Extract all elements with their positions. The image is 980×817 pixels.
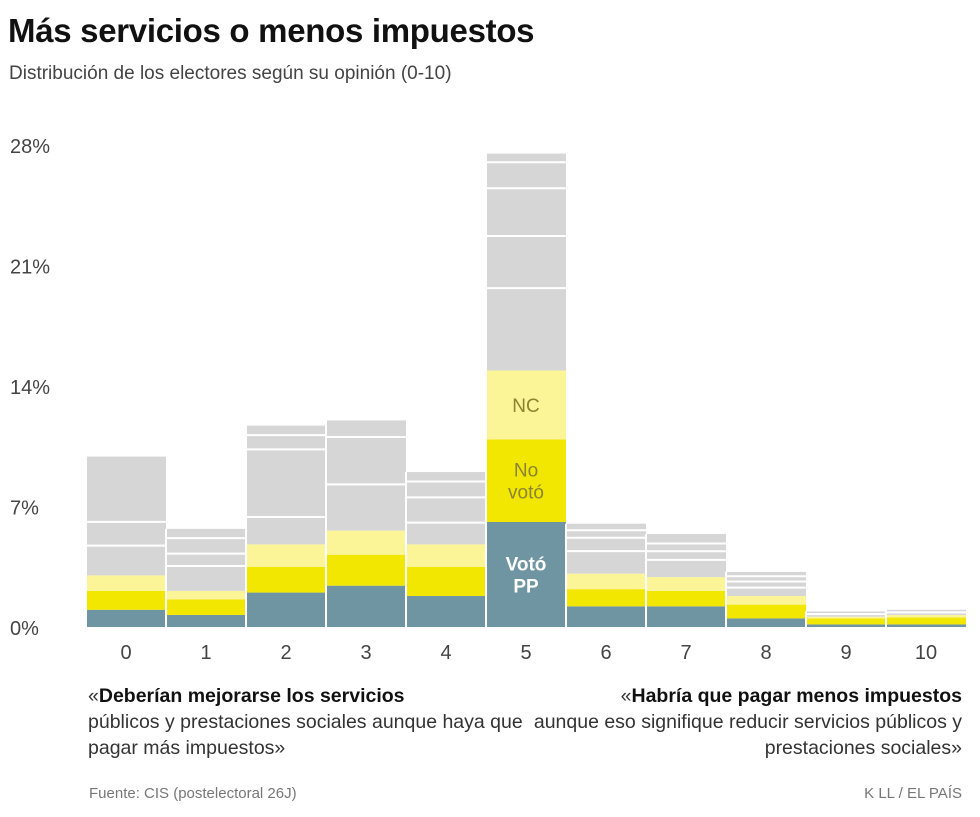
- credit-note: K LL / EL PAÍS: [864, 785, 962, 802]
- bar-segment-nc: [566, 573, 646, 590]
- segment-label-line: Votó: [506, 554, 547, 575]
- x-tick-label: 9: [840, 642, 851, 664]
- bar-segment-other: [86, 456, 166, 576]
- segment-label-line: NC: [512, 396, 539, 417]
- bar-segment-pp: [806, 624, 886, 627]
- x-tick-label: 5: [520, 642, 531, 664]
- bar-segment-novoto: [886, 617, 966, 625]
- source-note: Fuente: CIS (postelectoral 26J): [89, 785, 297, 802]
- y-tick-label: 14%: [10, 377, 50, 399]
- bar-segment-nc: [486, 370, 566, 440]
- bar-segment-novoto: [326, 554, 406, 586]
- bar-segment-novoto: [166, 599, 246, 615]
- segment-label-pp: Votó PP: [506, 554, 547, 597]
- segment-label-novoto: No votó: [508, 461, 544, 504]
- bar-segment-pp: [646, 606, 726, 627]
- bar-segment-novoto: [566, 589, 646, 607]
- bar-segment-other: [246, 425, 326, 545]
- bar-segment-pp: [566, 606, 646, 627]
- bar-segment-other: [326, 420, 406, 531]
- bar-segment-nc: [646, 577, 726, 591]
- note-left-rest: públicos y prestaciones sociales aunque …: [88, 711, 523, 759]
- chart-subtitle: Distribución de los electores según su o…: [9, 63, 452, 84]
- bar-segment-nc: [406, 544, 486, 567]
- note-right-bold: Habría que pagar menos impuestos: [631, 685, 962, 707]
- note-left: «Deberían mejorarse los servicios públic…: [88, 683, 528, 761]
- x-tick-label: 1: [200, 642, 211, 664]
- note-left-bold: Deberían mejorarse los servicios: [98, 685, 405, 707]
- bar-segment-pp: [726, 618, 806, 627]
- bar-segment-novoto: [726, 604, 806, 619]
- note-right-rest: aunque eso signifique reducir servicios …: [533, 711, 962, 759]
- bar-segment-nc: [246, 544, 326, 567]
- bar-segment-nc: [886, 614, 966, 618]
- bar-segment-other: [566, 523, 646, 574]
- bar-segment-pp: [886, 624, 966, 627]
- bar-segment-novoto: [86, 590, 166, 610]
- x-tick-label: 8: [760, 642, 771, 664]
- bar-segment-pp: [86, 609, 166, 627]
- segment-label-nc: NC: [512, 396, 539, 417]
- x-tick-label: 4: [440, 642, 451, 664]
- bar-segment-novoto: [486, 439, 566, 522]
- bar-segment-other: [406, 472, 486, 545]
- segment-label-line: votó: [508, 483, 544, 504]
- stacked-bar-chart: 0% 7% 14% 21% 28% 0 1 2 3 4 5 6 7 8 9 10 Votó PP No votó NC: [10, 136, 966, 664]
- chart-title: Más servicios o menos impuestos: [8, 12, 535, 49]
- x-tick-label: 3: [360, 642, 371, 664]
- bar-segment-pp: [326, 585, 406, 627]
- segment-label-line: PP: [513, 576, 539, 597]
- bar-segment-pp: [166, 614, 246, 627]
- bar-segment-other: [166, 528, 246, 591]
- y-tick-label: 7%: [10, 498, 39, 520]
- y-tick-label: 21%: [10, 257, 50, 279]
- bar-segment-pp: [246, 592, 326, 627]
- x-tick-label: 6: [600, 642, 611, 664]
- bar-segment-nc: [726, 596, 806, 605]
- bar-segment-pp: [486, 521, 566, 627]
- bar-segment-novoto: [246, 566, 326, 593]
- x-tick-label: 0: [120, 642, 131, 664]
- x-tick-label: 7: [680, 642, 691, 664]
- note-left-quote: «: [88, 685, 99, 707]
- bar-segment-novoto: [406, 566, 486, 597]
- bar-segment-nc: [166, 590, 246, 600]
- bar-segment-nc: [326, 530, 406, 555]
- note-right: «Habría que pagar menos impuestos aunque…: [522, 683, 962, 761]
- bar-segment-novoto: [646, 590, 726, 607]
- bar-segment-other: [486, 153, 566, 371]
- bar-segment-novoto: [806, 618, 886, 625]
- bar-segment-nc: [806, 616, 886, 619]
- segment-label-line: No: [514, 461, 538, 482]
- bar-segment-pp: [406, 596, 486, 627]
- y-tick-label: 28%: [10, 136, 50, 158]
- x-tick-label: 10: [915, 642, 937, 664]
- bar-segment-other: [646, 534, 726, 578]
- y-tick-label: 0%: [10, 618, 39, 640]
- bar-segment-nc: [86, 575, 166, 591]
- x-tick-label: 2: [280, 642, 291, 664]
- note-right-quote: «: [620, 685, 632, 707]
